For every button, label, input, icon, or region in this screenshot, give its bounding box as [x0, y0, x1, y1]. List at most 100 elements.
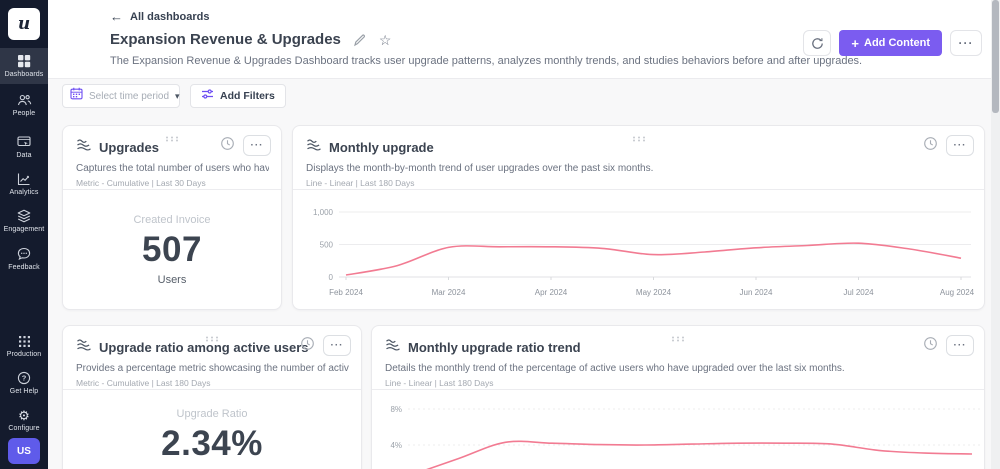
svg-text:May 2024: May 2024 [636, 288, 672, 297]
svg-text:0: 0 [329, 273, 334, 282]
scrollbar-track[interactable] [991, 0, 1000, 469]
card-more-button[interactable]: ··· [946, 135, 974, 156]
dashboard-more-button[interactable]: ··· [950, 30, 982, 56]
drag-handle-icon[interactable] [206, 329, 219, 347]
scrollbar-thumb[interactable] [992, 0, 999, 113]
svg-text:500: 500 [320, 241, 334, 250]
time-period-placeholder: Select time period [89, 90, 170, 102]
chart-wave-icon [76, 338, 92, 357]
svg-text:Feb 2024: Feb 2024 [329, 288, 363, 297]
engagement-icon [17, 209, 31, 223]
people-icon [17, 93, 32, 107]
refresh-button[interactable] [803, 30, 832, 56]
card-title: Upgrade ratio among active users [99, 340, 309, 355]
metric-label: Created Invoice [133, 213, 211, 226]
chart-wave-icon [76, 138, 92, 157]
card-meta: Line - Linear | Last 180 Days [306, 178, 415, 188]
metric-value: 507 [142, 229, 202, 269]
drag-handle-icon[interactable] [632, 129, 645, 147]
edit-title-icon[interactable] [353, 33, 367, 47]
page-title: Expansion Revenue & Upgrades [110, 31, 341, 48]
sliders-icon [201, 87, 214, 105]
sidebar-item-feedback[interactable]: Feedback [0, 241, 48, 277]
card-meta: Line - Linear | Last 180 Days [385, 378, 494, 388]
drag-handle-icon[interactable] [672, 329, 685, 347]
card-title: Upgrades [99, 140, 159, 155]
svg-text:Jun 2024: Jun 2024 [740, 288, 773, 297]
sidebar-item-label: Configure [8, 425, 40, 432]
svg-text:?: ? [22, 374, 27, 383]
calendar-icon [70, 87, 83, 105]
dashboards-icon [17, 54, 31, 68]
sidebar-item-people[interactable]: People [0, 87, 48, 123]
card-more-button[interactable]: ··· [243, 135, 271, 156]
sidebar-item-label: Production [6, 351, 42, 358]
topbar: ← All dashboards Expansion Revenue & Upg… [48, 0, 1000, 79]
card-more-button[interactable]: ··· [946, 335, 974, 356]
sidebar-item-configure[interactable]: ⚙ Configure [0, 402, 48, 438]
user-avatar[interactable]: US [8, 438, 40, 464]
sidebar-item-get-help[interactable]: ? Get Help [0, 365, 48, 401]
card-meta: Metric - Cumulative | Last 180 Days [76, 378, 211, 388]
sidebar-item-engagement[interactable]: Engagement [0, 203, 48, 239]
card-title: Monthly upgrade ratio trend [408, 340, 581, 355]
card-description: Provides a percentage metric showcasing … [76, 363, 349, 374]
breadcrumb-label: All dashboards [130, 10, 210, 23]
app-logo-letter: u [17, 14, 31, 34]
monthly-upgrade-ratio-line-chart[interactable]: 4% 8% [372, 392, 986, 469]
monthly-upgrade-line-chart[interactable]: 0 500 1,000 Feb 2024 Mar 2024 Apr 2024 May 202… [293, 190, 986, 311]
chart-wave-icon [385, 338, 401, 357]
clock-icon[interactable] [923, 136, 938, 156]
card-description: Details the monthly trend of the percent… [385, 363, 845, 374]
data-icon [17, 135, 31, 149]
help-icon: ? [17, 371, 31, 385]
chevron-down-icon: ▾ [175, 90, 180, 101]
add-filters-button[interactable]: Add Filters [190, 84, 286, 108]
card-upgrade-ratio: Upgrade ratio among active users ··· Pro… [62, 325, 362, 469]
app-logo[interactable]: u [8, 8, 40, 40]
sidebar: u Dashboards People Data Analytics Engag… [0, 0, 48, 469]
add-filters-label: Add Filters [220, 90, 275, 102]
svg-text:4%: 4% [390, 441, 402, 450]
card-description: Displays the month-by-month trend of use… [306, 163, 654, 174]
svg-text:8%: 8% [390, 405, 402, 414]
sidebar-item-label: Feedback [8, 264, 40, 271]
production-grid-icon [18, 334, 31, 348]
card-monthly-upgrade: Monthly upgrade ··· Displays the month-b… [292, 125, 985, 310]
sidebar-item-production[interactable]: Production [0, 328, 48, 364]
page-description: The Expansion Revenue & Upgrades Dashboa… [110, 55, 863, 67]
back-arrow-icon: ← [110, 9, 123, 24]
avatar-initials: US [17, 445, 31, 457]
chart-wave-icon [306, 138, 322, 157]
svg-text:1,000: 1,000 [313, 208, 334, 217]
sidebar-item-label: Engagement [3, 226, 45, 233]
card-meta: Metric - Cumulative | Last 30 Days [76, 178, 206, 188]
metric-unit: Users [157, 273, 187, 286]
clock-icon[interactable] [923, 336, 938, 356]
add-content-label: Add Content [864, 37, 930, 49]
sidebar-item-label: Get Help [9, 388, 39, 395]
sidebar-item-analytics[interactable]: Analytics [0, 166, 48, 202]
svg-text:Aug 2024: Aug 2024 [940, 288, 975, 297]
feedback-icon [17, 247, 31, 261]
time-period-select[interactable]: Select time period ▾ [62, 84, 180, 108]
gear-icon: ⚙ [18, 407, 30, 423]
add-content-button[interactable]: + Add Content [839, 30, 942, 56]
breadcrumb[interactable]: ← All dashboards [110, 9, 209, 24]
card-description: Captures the total number of users who h… [76, 163, 269, 174]
star-icon[interactable]: ☆ [378, 31, 392, 48]
drag-handle-icon[interactable] [166, 129, 179, 147]
card-more-button[interactable]: ··· [323, 335, 351, 356]
sidebar-item-label: Dashboards [4, 71, 44, 78]
analytics-icon [17, 172, 31, 186]
svg-text:Apr 2024: Apr 2024 [535, 288, 568, 297]
card-monthly-upgrade-ratio-trend: Monthly upgrade ratio trend ··· Details … [371, 325, 985, 469]
metric-value: 2.34% [161, 424, 263, 463]
sidebar-item-data[interactable]: Data [0, 129, 48, 165]
plus-icon: + [851, 35, 860, 51]
sidebar-item-dashboards[interactable]: Dashboards [0, 48, 48, 84]
svg-text:Jul 2024: Jul 2024 [843, 288, 874, 297]
clock-icon[interactable] [220, 136, 235, 156]
clock-icon[interactable] [300, 336, 315, 356]
sidebar-item-label: Data [16, 152, 32, 159]
